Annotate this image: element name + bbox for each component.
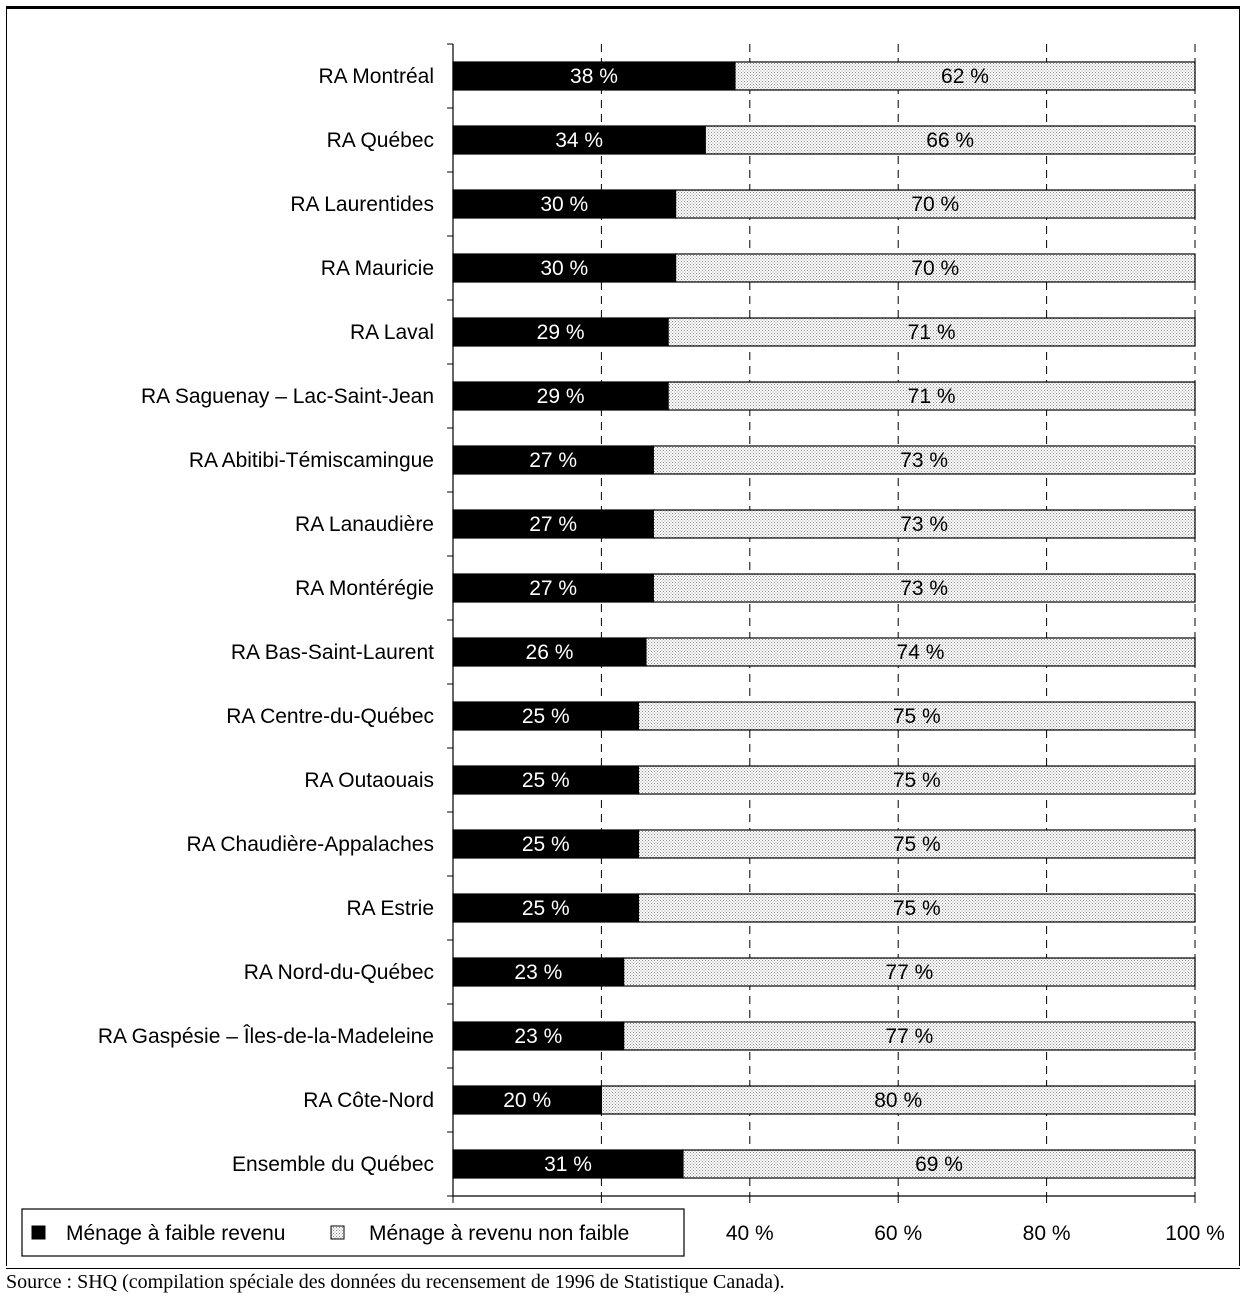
data-label-low-5: 29 % bbox=[537, 385, 585, 408]
bar-high-13 bbox=[637, 893, 1196, 923]
bar-high-17 bbox=[682, 1149, 1196, 1179]
data-label-high-12: 75 % bbox=[893, 833, 941, 856]
data-label-low-17: 31 % bbox=[544, 1153, 592, 1176]
category-label-13: RA Estrie bbox=[346, 897, 434, 920]
stacked-bar-chart: 38 % 62 % 34 % 66 % 30 % 70 % 30 % 70 % 29 % 71 %… bbox=[21, 43, 1225, 1257]
data-label-low-6: 27 % bbox=[529, 449, 577, 472]
bar-low-4 bbox=[452, 317, 669, 347]
category-label-1: RA Québec bbox=[327, 129, 434, 152]
data-label-high-14: 77 % bbox=[885, 961, 933, 984]
category-label-9: RA Bas-Saint-Laurent bbox=[231, 641, 434, 664]
data-label-high-1: 66 % bbox=[926, 129, 974, 152]
category-label-14: RA Nord-du-Québec bbox=[244, 961, 434, 984]
bar-low-5 bbox=[452, 381, 669, 411]
data-label-high-3: 70 % bbox=[911, 257, 959, 280]
category-label-3: RA Mauricie bbox=[321, 257, 434, 280]
bar-high-15 bbox=[623, 1021, 1196, 1051]
legend-box bbox=[21, 1208, 685, 1257]
bar-high-16 bbox=[600, 1085, 1196, 1115]
data-label-high-8: 73 % bbox=[900, 577, 948, 600]
bar-high-7 bbox=[652, 509, 1196, 539]
data-label-high-5: 71 % bbox=[908, 385, 956, 408]
data-label-low-15: 23 % bbox=[514, 1025, 562, 1048]
data-label-low-7: 27 % bbox=[529, 513, 577, 536]
category-label-8: RA Montérégie bbox=[295, 577, 434, 600]
x-tick-label-100: 100 % bbox=[1165, 1222, 1225, 1245]
category-label-17: Ensemble du Québec bbox=[232, 1153, 434, 1176]
category-label-4: RA Laval bbox=[350, 321, 434, 344]
data-label-low-4: 29 % bbox=[537, 321, 585, 344]
category-labels: RA Montréal RA Québec RA Laurentides RA Mau… bbox=[98, 65, 434, 1176]
x-tick-label-40: 40 % bbox=[726, 1222, 774, 1245]
bar-high-3 bbox=[674, 253, 1196, 283]
bar-high-0 bbox=[734, 61, 1196, 91]
data-label-high-6: 73 % bbox=[900, 449, 948, 472]
bar-high-10 bbox=[637, 701, 1196, 731]
grid-lines bbox=[600, 44, 1196, 1196]
bar-high-5 bbox=[667, 381, 1196, 411]
data-label-high-16: 80 % bbox=[874, 1089, 922, 1112]
category-label-10: RA Centre-du-Québec bbox=[226, 705, 434, 728]
legend-label-low: Ménage à faible revenu bbox=[66, 1222, 286, 1245]
category-label-16: RA Côte-Nord bbox=[303, 1089, 434, 1112]
bar-high-6 bbox=[652, 445, 1196, 475]
data-label-high-10: 75 % bbox=[893, 705, 941, 728]
data-label-high-15: 77 % bbox=[885, 1025, 933, 1048]
data-label-low-16: 20 % bbox=[503, 1089, 551, 1112]
bar-low-0 bbox=[452, 61, 736, 91]
bar-high-1 bbox=[704, 125, 1196, 155]
category-label-5: RA Saguenay – Lac-Saint-Jean bbox=[141, 385, 434, 408]
data-label-low-1: 34 % bbox=[555, 129, 603, 152]
bar-high-12 bbox=[637, 829, 1196, 859]
data-label-low-12: 25 % bbox=[522, 833, 570, 856]
data-label-low-0: 38 % bbox=[570, 65, 618, 88]
bar-high-9 bbox=[645, 637, 1196, 667]
data-label-high-9: 74 % bbox=[897, 641, 945, 664]
bar-low-6 bbox=[452, 445, 654, 475]
legend-label-high: Ménage à revenu non faible bbox=[369, 1222, 629, 1245]
bar-high-8 bbox=[652, 573, 1196, 603]
data-label-low-13: 25 % bbox=[522, 897, 570, 920]
category-label-2: RA Laurentides bbox=[290, 193, 434, 216]
legend: Ménage à faible revenu Ménage à revenu no… bbox=[21, 1208, 685, 1257]
data-label-low-8: 27 % bbox=[529, 577, 577, 600]
bar-high-14 bbox=[623, 957, 1196, 987]
bar-low-13 bbox=[452, 893, 640, 923]
x-tick-label-80: 80 % bbox=[1023, 1222, 1071, 1245]
legend-swatch-low bbox=[31, 1225, 46, 1240]
data-label-high-0: 62 % bbox=[941, 65, 989, 88]
data-label-low-11: 25 % bbox=[522, 769, 570, 792]
bar-low-17 bbox=[452, 1149, 684, 1179]
data-label-low-3: 30 % bbox=[540, 257, 588, 280]
bars: 38 % 62 % 34 % 66 % 30 % 70 % 30 % 70 % 29 % 71 %… bbox=[452, 61, 1196, 1179]
data-label-high-17: 69 % bbox=[915, 1153, 963, 1176]
category-label-15: RA Gaspésie – Îles-de-la-Madeleine bbox=[98, 1025, 434, 1048]
chart-frame bbox=[6, 6, 1240, 1266]
data-label-high-7: 73 % bbox=[900, 513, 948, 536]
data-label-low-2: 30 % bbox=[540, 193, 588, 216]
category-label-7: RA Lanaudière bbox=[295, 513, 434, 536]
category-label-6: RA Abitibi-Témiscamingue bbox=[189, 449, 434, 472]
data-label-high-4: 71 % bbox=[908, 321, 956, 344]
category-label-11: RA Outaouais bbox=[304, 769, 434, 792]
bar-high-2 bbox=[674, 189, 1196, 219]
bar-low-16 bbox=[452, 1085, 602, 1115]
category-label-0: RA Montréal bbox=[318, 65, 434, 88]
bar-high-11 bbox=[637, 765, 1196, 795]
bar-low-9 bbox=[452, 637, 647, 667]
bar-high-4 bbox=[667, 317, 1196, 347]
source-note: Source : SHQ (compilation spéciale des d… bbox=[6, 1268, 1240, 1294]
data-label-high-11: 75 % bbox=[893, 769, 941, 792]
data-label-low-10: 25 % bbox=[522, 705, 570, 728]
x-tick-label-60: 60 % bbox=[874, 1222, 922, 1245]
data-label-low-9: 26 % bbox=[526, 641, 574, 664]
data-label-high-13: 75 % bbox=[893, 897, 941, 920]
bar-low-10 bbox=[452, 701, 640, 731]
data-label-low-14: 23 % bbox=[514, 961, 562, 984]
legend-swatch-high bbox=[330, 1225, 345, 1240]
category-label-12: RA Chaudière-Appalaches bbox=[187, 833, 435, 856]
data-label-high-2: 70 % bbox=[911, 193, 959, 216]
